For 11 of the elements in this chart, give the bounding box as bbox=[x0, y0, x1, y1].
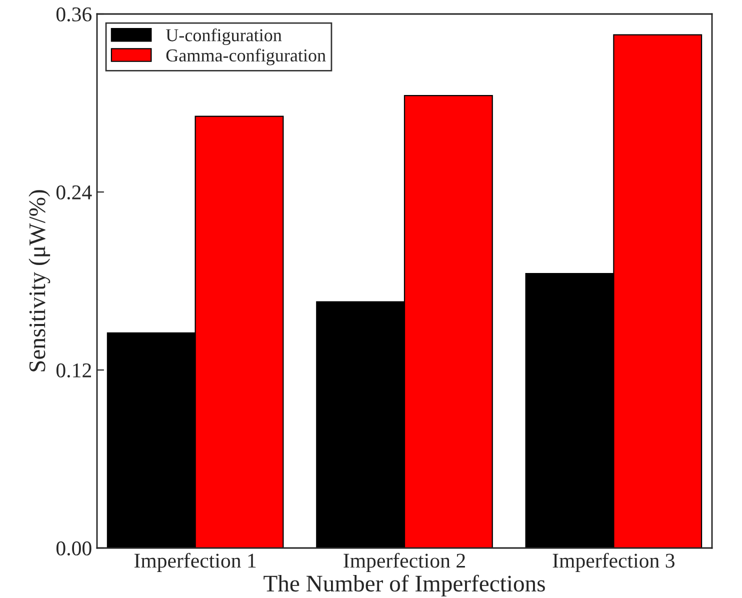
y-axis-title: Sensitivity (μW/%) bbox=[28, 190, 50, 372]
x-axis-title: The Number of Imperfections bbox=[264, 574, 545, 596]
legend-label: U-configuration bbox=[166, 28, 282, 46]
y-tick-label: 0.12 bbox=[56, 363, 91, 378]
y-tick-label: 0.36 bbox=[56, 7, 92, 22]
x-tick-label: Imperfection 2 bbox=[344, 552, 465, 572]
x-tick-label: Imperfection 1 bbox=[134, 552, 256, 572]
y-tick-label: 0.00 bbox=[56, 541, 92, 556]
x-tick-label: Imperfection 3 bbox=[552, 552, 674, 572]
y-tick-label: 0.24 bbox=[56, 185, 92, 200]
legend-label: Gamma-configuration bbox=[166, 48, 326, 66]
